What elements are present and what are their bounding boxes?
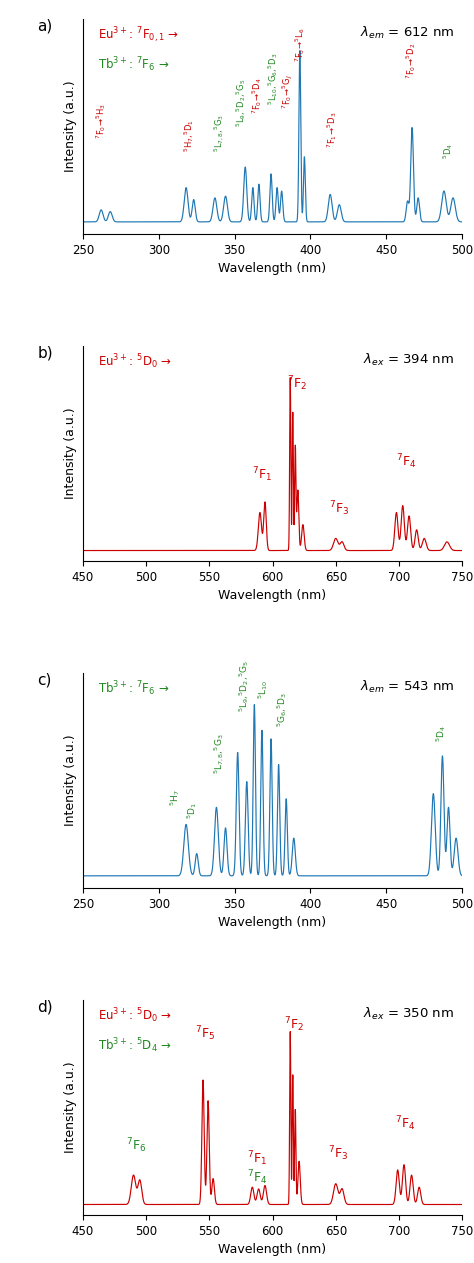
X-axis label: Wavelength (nm): Wavelength (nm) [219, 916, 327, 930]
Text: $\lambda_{em}$ = 612 nm: $\lambda_{em}$ = 612 nm [360, 25, 455, 42]
Text: $^7$F$_4$: $^7$F$_4$ [395, 1114, 415, 1133]
X-axis label: Wavelength (nm): Wavelength (nm) [219, 1243, 327, 1257]
Text: $^5$D$_1$: $^5$D$_1$ [185, 802, 199, 820]
Text: $^5$D$_4$: $^5$D$_4$ [442, 143, 456, 159]
Text: $^7$F$_4$: $^7$F$_4$ [247, 1168, 267, 1187]
Y-axis label: Intensity (a.u.): Intensity (a.u.) [64, 408, 77, 499]
Text: $\lambda_{ex}$ = 350 nm: $\lambda_{ex}$ = 350 nm [364, 1007, 455, 1023]
Text: $^7$F$_4$: $^7$F$_4$ [396, 452, 417, 471]
Text: Tb$^{3+}$: $^7$F$_6$ →: Tb$^{3+}$: $^7$F$_6$ → [98, 679, 169, 698]
Text: $^7$F$_0$$\!\to\!$$^5$D$_4$: $^7$F$_0$$\!\to\!$$^5$D$_4$ [250, 77, 264, 114]
Text: $^7$F$_1$$\!\to\!$$^5$D$_3$: $^7$F$_1$$\!\to\!$$^5$D$_3$ [325, 111, 338, 148]
Text: $^7$F$_2$: $^7$F$_2$ [284, 1015, 304, 1034]
Text: $^7$F$_0$$\!\to\!$$^5$L$_6$: $^7$F$_0$$\!\to\!$$^5$L$_6$ [293, 28, 307, 62]
Text: $^5$H$_7$,$^5$D$_1$: $^5$H$_7$,$^5$D$_1$ [182, 120, 196, 153]
Text: $\lambda_{ex}$ = 394 nm: $\lambda_{ex}$ = 394 nm [364, 352, 455, 369]
Text: a): a) [37, 19, 53, 34]
Text: $^5$D$_4$: $^5$D$_4$ [434, 725, 448, 741]
Text: $^7$F$_3$: $^7$F$_3$ [329, 499, 350, 518]
X-axis label: Wavelength (nm): Wavelength (nm) [219, 263, 327, 275]
Text: $^7$F$_0$$\!\to\!$$^5$H$_3$: $^7$F$_0$$\!\to\!$$^5$H$_3$ [94, 104, 108, 139]
Text: $^7$F$_6$: $^7$F$_6$ [126, 1137, 146, 1154]
Text: $^7$F$_1$: $^7$F$_1$ [252, 465, 273, 484]
Text: Tb$^{3+}$: $^5$D$_4$ →: Tb$^{3+}$: $^5$D$_4$ → [98, 1037, 172, 1055]
Text: $^7$F$_3$: $^7$F$_3$ [328, 1144, 348, 1163]
Text: $^7$F$_0$$\!\to\!$$^5$D$_2$: $^7$F$_0$$\!\to\!$$^5$D$_2$ [404, 43, 418, 80]
Text: $^5$L$_9$,$^5$D$_2$,$^5$G$_5$: $^5$L$_9$,$^5$D$_2$,$^5$G$_5$ [237, 659, 251, 711]
Text: $^7$F$_0$$\!\to\!$$^5$G$_J$: $^7$F$_0$$\!\to\!$$^5$G$_J$ [281, 75, 295, 110]
Text: $^7$F$_5$: $^7$F$_5$ [195, 1024, 216, 1043]
Text: $^5$L$_{7,8}$,$^5$G$_3$: $^5$L$_{7,8}$,$^5$G$_3$ [213, 734, 226, 774]
Text: $^5$L$_{7,8}$,$^5$G$_3$: $^5$L$_{7,8}$,$^5$G$_3$ [213, 114, 226, 153]
Text: Eu$^{3+}$: $^5$D$_0$ →: Eu$^{3+}$: $^5$D$_0$ → [98, 352, 172, 371]
Text: Eu$^{3+}$: $^5$D$_0$ →: Eu$^{3+}$: $^5$D$_0$ → [98, 1007, 172, 1026]
Y-axis label: Intensity (a.u.): Intensity (a.u.) [64, 735, 77, 826]
Y-axis label: Intensity (a.u.): Intensity (a.u.) [64, 81, 77, 172]
Text: $^7$F$_1$: $^7$F$_1$ [247, 1149, 267, 1168]
Text: $\lambda_{em}$ = 543 nm: $\lambda_{em}$ = 543 nm [360, 679, 455, 696]
Text: $^5$G$_6$,$^5$D$_3$: $^5$G$_6$,$^5$D$_3$ [275, 691, 289, 726]
Text: $^7$F$_2$: $^7$F$_2$ [287, 375, 307, 393]
Y-axis label: Intensity (a.u.): Intensity (a.u.) [64, 1062, 77, 1153]
Text: $^5$L$_{10}$,$^5$G$_6$,$^5$D$_3$: $^5$L$_{10}$,$^5$G$_6$,$^5$D$_3$ [265, 53, 280, 105]
Text: $^5$L$_9$,$^5$D$_2$,$^5$G$_5$: $^5$L$_9$,$^5$D$_2$,$^5$G$_5$ [234, 78, 247, 126]
Text: c): c) [37, 673, 52, 688]
Text: d): d) [37, 1000, 53, 1015]
Text: $^5$H$_7$: $^5$H$_7$ [169, 789, 182, 806]
X-axis label: Wavelength (nm): Wavelength (nm) [219, 590, 327, 602]
Text: $^5$L$_{10}$: $^5$L$_{10}$ [256, 679, 270, 698]
Text: Tb$^{3+}$: $^7$F$_6$ →: Tb$^{3+}$: $^7$F$_6$ → [98, 56, 169, 75]
Text: b): b) [37, 346, 53, 361]
Text: Eu$^{3+}$: $^7$F$_{0,1}$ →: Eu$^{3+}$: $^7$F$_{0,1}$ → [98, 25, 179, 45]
